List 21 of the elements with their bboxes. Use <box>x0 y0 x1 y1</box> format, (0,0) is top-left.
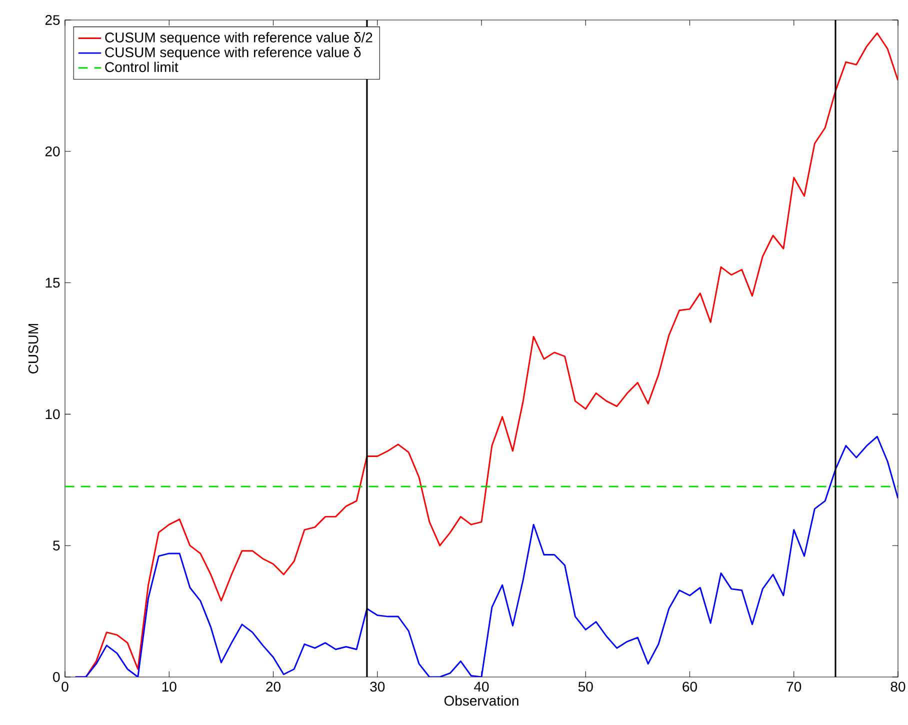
x-tick-label: 0 <box>62 682 68 692</box>
x-tick-label: 10 <box>162 682 176 692</box>
x-tick-label: 30 <box>370 682 385 692</box>
x-tick-label: 80 <box>890 682 906 692</box>
legend-label: Control limit <box>105 62 178 72</box>
y-tick-label: 25 <box>45 15 60 25</box>
x-tick-label: 60 <box>682 682 697 692</box>
legend-label: CUSUM sequence with reference value δ/2 <box>105 32 372 46</box>
legend-label: CUSUM sequence with reference value δ <box>105 46 361 60</box>
x-tick-label: 20 <box>266 682 280 692</box>
x-tick-label: 70 <box>786 682 802 692</box>
y-tick-label: 10 <box>46 409 60 420</box>
y-tick-label: 20 <box>45 146 60 156</box>
y-tick-label: 5 <box>53 540 60 550</box>
y-tick-label: 15 <box>46 278 60 288</box>
x-axis-title: Observation <box>444 695 518 706</box>
x-tick-label: 40 <box>474 682 489 692</box>
line-series <box>74 436 898 677</box>
y-axis-title: CUSUM <box>28 324 38 374</box>
x-tick-label: 50 <box>578 682 593 692</box>
y-tick-label: 0 <box>53 672 60 682</box>
